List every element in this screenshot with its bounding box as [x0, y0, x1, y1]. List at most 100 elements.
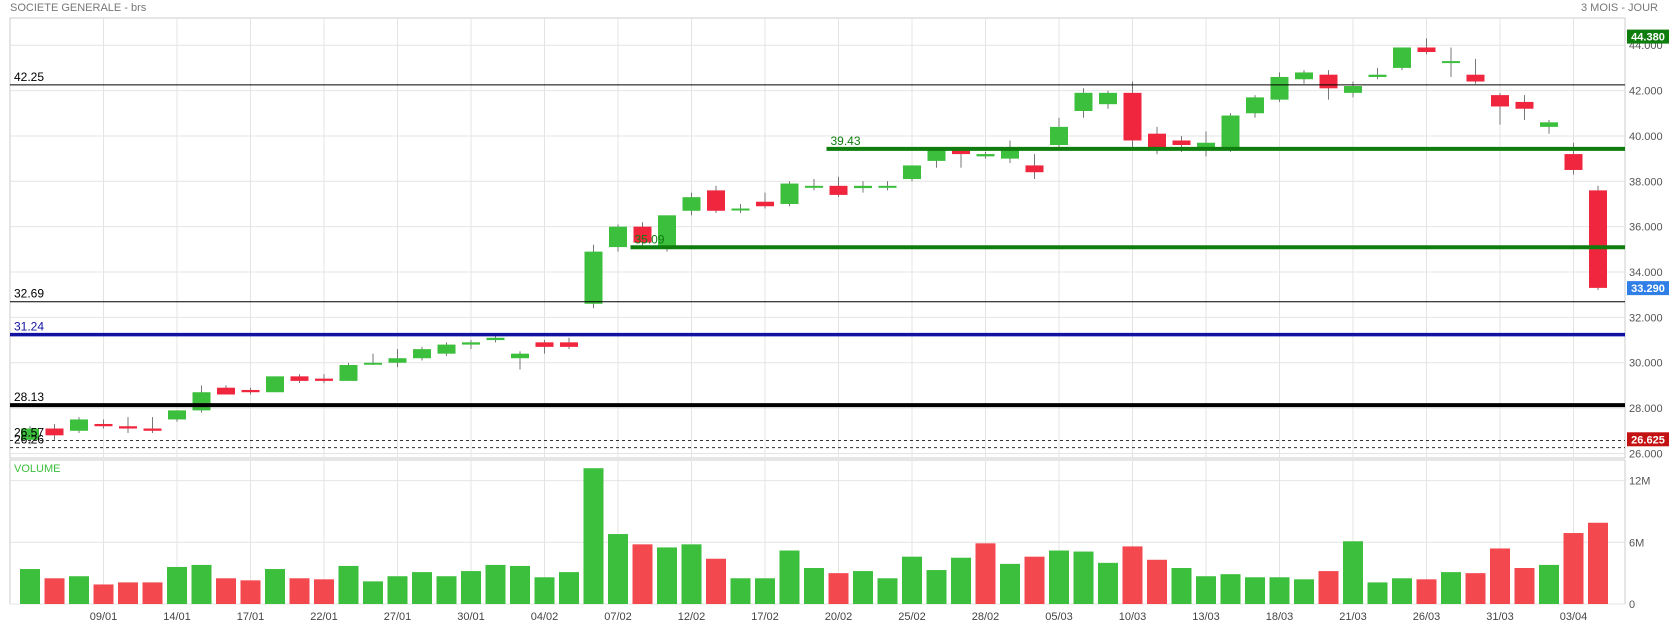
price-badge-low: [1627, 432, 1669, 447]
x-tick-label: 27/01: [384, 611, 412, 623]
candle-body: [952, 149, 970, 155]
volume-bar: [926, 570, 947, 604]
volume-bar: [1416, 579, 1437, 604]
x-tick-label: 26/03: [1413, 611, 1441, 623]
candle-body: [168, 410, 186, 420]
candle: [1393, 47, 1411, 71]
volume-bar: [1269, 577, 1290, 604]
volume-bar: [1220, 574, 1241, 604]
candle-body: [511, 353, 529, 359]
price-y-tick-label: 28.000: [1629, 403, 1663, 415]
volume-bar: [559, 572, 579, 604]
candle-body: [315, 378, 333, 381]
candle: [829, 176, 848, 198]
volume-bar: [804, 568, 824, 604]
candle: [339, 362, 358, 381]
price-y-tick-label: 38.000: [1629, 176, 1663, 188]
candle-body: [1589, 190, 1607, 288]
candle-body: [192, 392, 211, 411]
candle: [1025, 154, 1044, 180]
candle: [633, 222, 652, 248]
candle: [45, 423, 64, 440]
candle: [486, 335, 505, 343]
candle: [756, 192, 774, 209]
volume-bar: [657, 547, 677, 604]
volume-bar: [1465, 573, 1486, 604]
volume-bar: [314, 579, 334, 604]
volume-y-tick-label: 12M: [1629, 476, 1650, 488]
candle-body: [339, 365, 358, 381]
price-badge-label: 26.625: [1631, 434, 1665, 446]
volume-bar: [853, 571, 873, 604]
period-label: 3 MOIS - JOUR: [1580, 2, 1658, 14]
volume-bar: [1245, 577, 1265, 604]
candle-body: [290, 376, 309, 381]
candle: [1491, 92, 1509, 125]
level-label: 32.69: [14, 287, 44, 301]
candle-body: [462, 342, 480, 345]
candle-body: [560, 342, 578, 347]
volume-bar: [632, 544, 653, 604]
candle-body: [94, 423, 113, 427]
candle-body: [119, 426, 137, 429]
candle-body: [1123, 92, 1142, 141]
level-label: 39.43: [831, 134, 861, 148]
volume-bar: [1343, 541, 1363, 604]
volume-bar: [485, 564, 506, 604]
candle: [1417, 38, 1436, 55]
candle: [854, 181, 872, 193]
level-label: 31.24: [14, 320, 44, 334]
candle-body: [927, 149, 946, 161]
candle-body: [1344, 86, 1362, 93]
chart-title: SOCIETE GENERALE - brs: [10, 2, 147, 14]
volume-bar: [730, 578, 751, 604]
candle-body: [1050, 126, 1068, 146]
x-tick-label: 25/02: [898, 611, 926, 623]
candle: [976, 151, 995, 159]
x-tick-label: 14/01: [163, 611, 191, 623]
candle: [119, 417, 137, 434]
volume-bar: [1367, 582, 1388, 604]
candle-body: [1295, 72, 1313, 80]
candle-body: [707, 190, 725, 211]
candle: [878, 181, 897, 191]
candle-body: [388, 358, 407, 363]
candle: [1589, 185, 1607, 291]
candle-body: [21, 428, 39, 440]
candle-body: [1221, 115, 1240, 150]
candle: [1074, 88, 1093, 118]
volume-bar: [1392, 578, 1412, 604]
volume-bar: [951, 557, 971, 604]
candle: [1295, 70, 1313, 84]
candle: [413, 346, 431, 361]
volume-bar: [755, 578, 775, 604]
x-tick-label: 22/01: [310, 611, 338, 623]
x-tick-label: 09/01: [90, 611, 118, 623]
volume-y-tick-labels: 0 6M 12M: [1629, 476, 1650, 611]
candle: [707, 185, 725, 214]
volume-bar: [461, 571, 481, 604]
candle: [437, 342, 456, 356]
candle-body: [903, 165, 921, 180]
candle: [1515, 95, 1534, 121]
candle-body: [535, 342, 554, 347]
candle-body: [609, 226, 627, 248]
x-tick-labels: 09/01 14/01 17/01 22/01 27/01 30/01 04/02 07/02…: [90, 611, 1588, 623]
candle: [1123, 81, 1142, 148]
candle-body: [756, 201, 774, 207]
candle: [682, 192, 701, 216]
candle-body: [143, 428, 162, 431]
candle: [266, 376, 284, 393]
price-y-tick-label: 26.000: [1629, 448, 1663, 460]
volume-bar: [975, 543, 996, 604]
candle-body: [1172, 140, 1191, 146]
volume-bar: [1539, 564, 1559, 604]
volume-bar: [1514, 568, 1535, 604]
volume-bar: [20, 569, 40, 604]
candle: [70, 417, 88, 434]
grid: [10, 18, 1625, 605]
price-y-tick-label: 30.000: [1629, 358, 1663, 370]
candle: [217, 385, 235, 395]
volume-bar: [510, 565, 530, 604]
